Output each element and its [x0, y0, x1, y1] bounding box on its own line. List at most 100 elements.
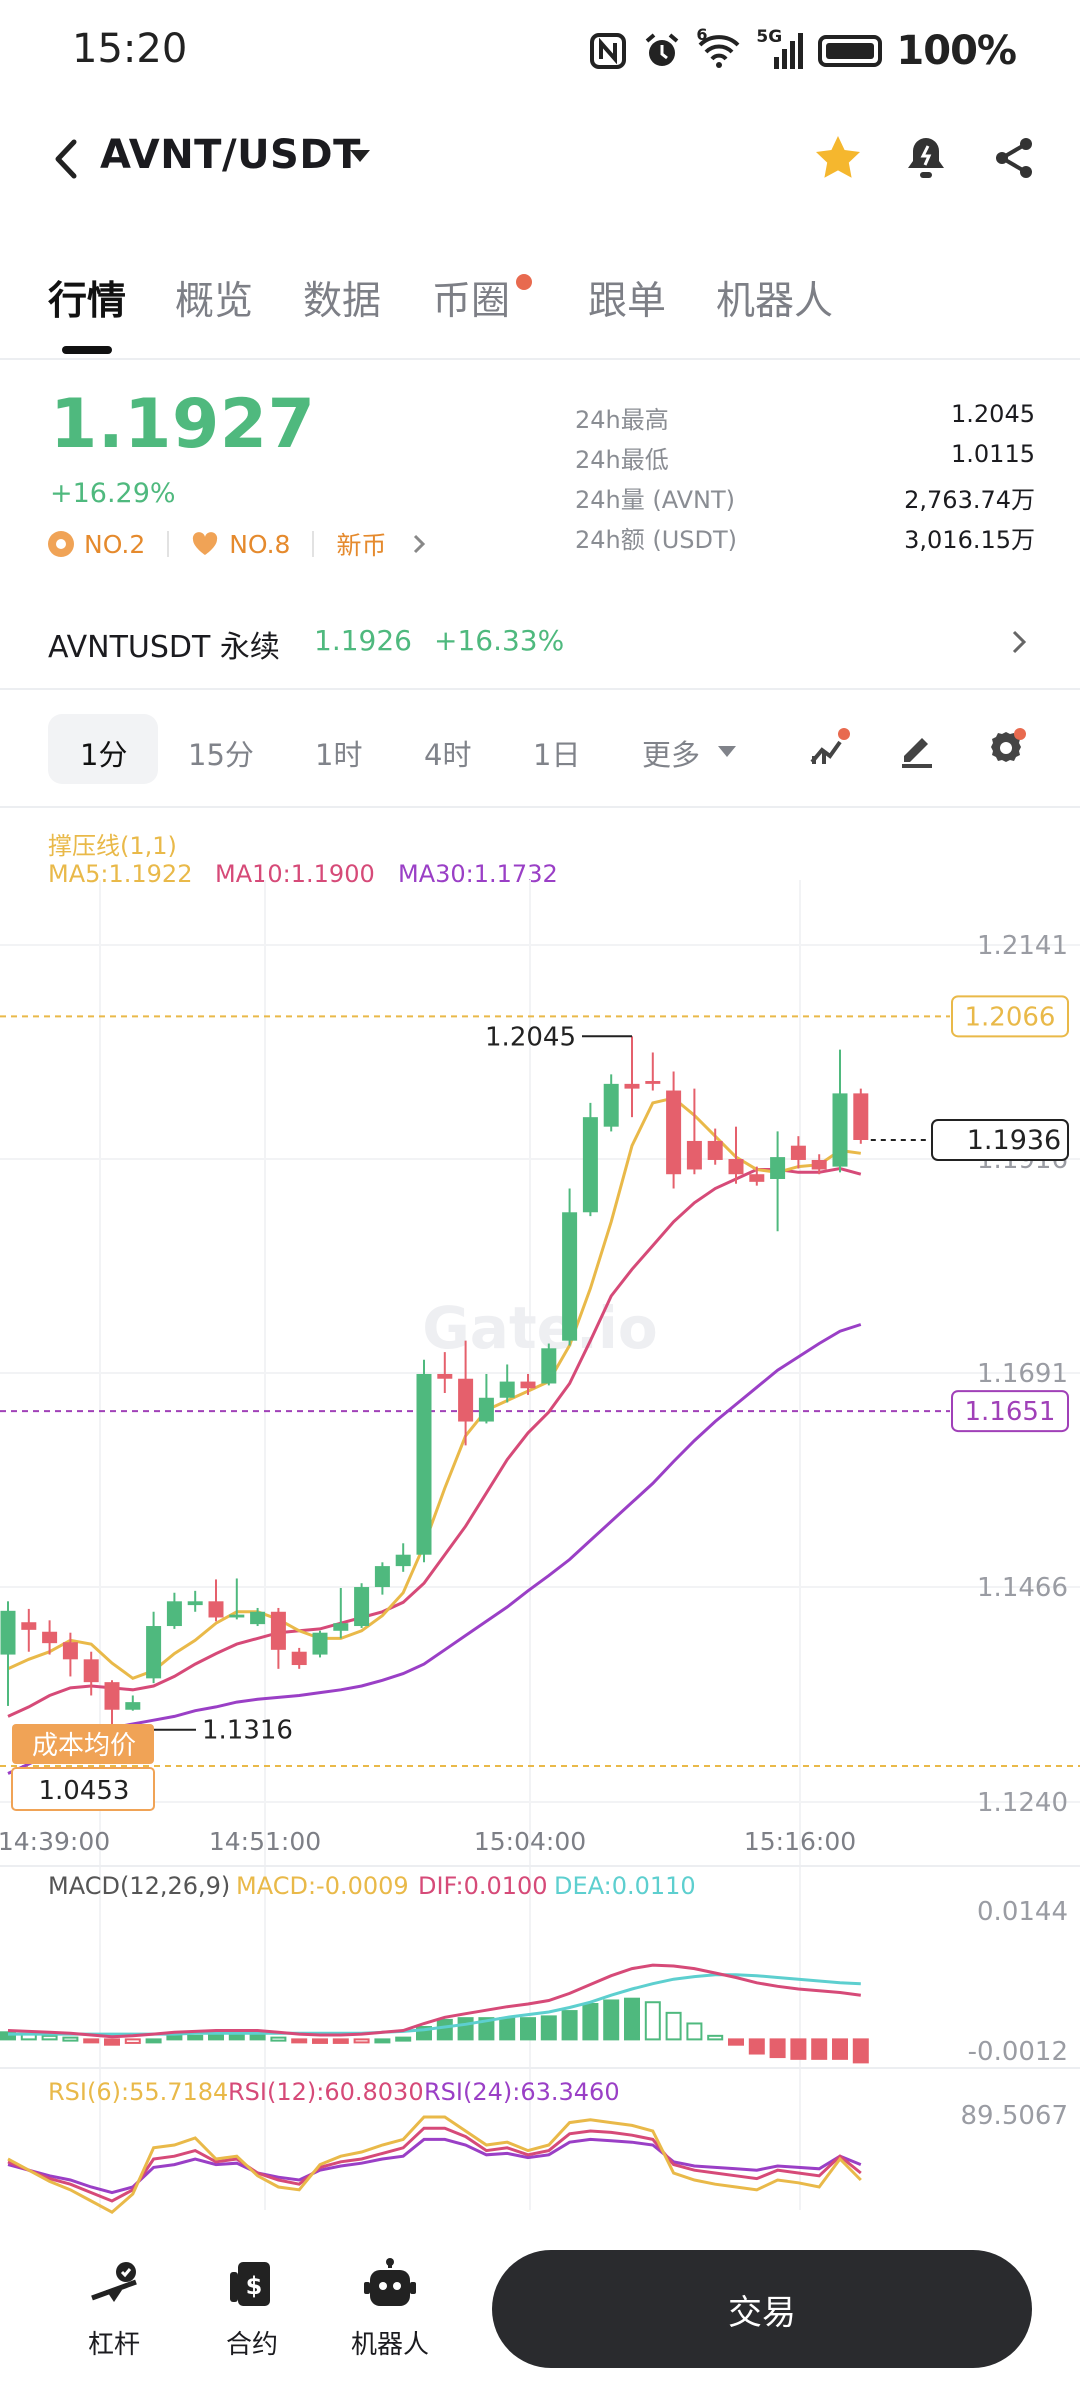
candle-body	[811, 1159, 827, 1170]
nav-label: 合约	[225, 2330, 278, 2360]
candle-body	[790, 1145, 806, 1160]
last-price: 1.1927	[50, 385, 316, 464]
timeframe-1m[interactable]: 1分	[80, 738, 128, 772]
signal-5g-icon: 5G	[756, 27, 804, 71]
candle-body	[645, 1081, 661, 1084]
rank-badge-2[interactable]: NO.8	[191, 530, 290, 559]
stat-label: 24h额 (USDT)	[575, 526, 738, 554]
cost-badge	[12, 1724, 154, 1764]
share-icon[interactable]	[986, 130, 1042, 186]
price-alert-bell-icon[interactable]	[898, 130, 954, 186]
candle-body	[229, 1614, 245, 1618]
rsi-tick-label: 89.5067	[960, 2101, 1068, 2131]
pair-title[interactable]: AVNT/USDT	[100, 132, 361, 178]
x-tick-label: 14:39:00	[0, 1827, 110, 1856]
macd-histogram-bar	[686, 2022, 703, 2041]
candle-body	[541, 1348, 557, 1384]
alarm-icon	[646, 33, 679, 66]
tab-data[interactable]: 数据	[303, 279, 382, 324]
nav-label: 杠杆	[87, 2330, 140, 2360]
status-time: 15:20	[72, 26, 188, 72]
drawing-pen-icon[interactable]	[896, 726, 940, 770]
candle-body	[291, 1651, 307, 1666]
stat-value: 1.0115	[951, 440, 1035, 468]
network-label: 5G	[756, 27, 783, 47]
tab-bar: 行情 概览 数据 币圈 跟单 机器人	[0, 260, 1080, 360]
macd-histogram-bar	[187, 2034, 204, 2041]
timeframe-4h[interactable]: 4时	[424, 738, 472, 772]
header: AVNT/USDT	[0, 120, 1080, 200]
current-price-label: 1.1936	[967, 1125, 1061, 1156]
y-tick-label: 1.1691	[977, 1359, 1068, 1389]
sr-line-legend: 撑压线(1,1)	[48, 832, 177, 860]
trade-button[interactable]: 交易	[492, 2250, 1032, 2368]
new-coin-badge[interactable]: 新币	[336, 526, 428, 562]
divider	[0, 806, 1080, 808]
settings-gear-icon[interactable]	[984, 726, 1028, 770]
macd-histogram-bar	[769, 2038, 786, 2059]
tab-overview[interactable]: 概览	[175, 279, 254, 324]
macd-histogram-bar	[790, 2038, 807, 2060]
wifi-icon: 6	[696, 25, 742, 71]
perpetual-row[interactable]: AVNTUSDT 永续 1.1926 +16.33%	[0, 600, 1080, 680]
macd-histogram-bar	[395, 2036, 412, 2042]
resistance-label: 1.2066	[965, 1002, 1056, 1032]
perpetual-change: +16.33%	[434, 624, 565, 657]
watermark-text: Gate.io	[422, 1294, 658, 1362]
star-icon[interactable]	[810, 130, 866, 186]
ma30-line	[7, 1323, 862, 1775]
rsi12-legend: RSI(12):60.8030	[228, 2078, 424, 2106]
pair-dropdown-icon[interactable]	[350, 150, 370, 162]
candle-body	[458, 1378, 474, 1422]
stat-row: 24h最高 1.2045	[575, 400, 1035, 440]
ma5-line	[7, 1096, 862, 1680]
nav-contract[interactable]: $ 合约	[202, 2258, 302, 2361]
timeframe-more[interactable]: 更多	[642, 738, 701, 772]
x-tick-label: 14:51:00	[209, 1827, 321, 1856]
svg-text:$: $	[246, 2272, 263, 2300]
macd-histogram-bar	[644, 2001, 661, 2041]
chevron-right-icon	[1012, 630, 1027, 654]
tab-community-dot	[516, 274, 532, 290]
tab-bots[interactable]: 机器人	[716, 279, 834, 324]
candle-body	[728, 1159, 744, 1175]
stat-value: 3,016.15万	[904, 526, 1035, 554]
nav-leverage[interactable]: 杠杆	[64, 2258, 164, 2361]
kline-chart[interactable]: Gate.io1.21411.19161.16911.14661.12401.2…	[0, 800, 1080, 2220]
macd-tick-label: -0.0012	[968, 2037, 1068, 2067]
support-label: 1.1651	[965, 1397, 1056, 1427]
back-arrow-icon[interactable]	[48, 134, 84, 184]
macd-histogram-bar	[208, 2033, 224, 2041]
rank-badge-1[interactable]: NO.2	[48, 530, 145, 559]
badges-row[interactable]: NO.2 NO.8 新币	[48, 526, 428, 562]
stat-value: 1.2045	[951, 400, 1035, 428]
indicator-icon[interactable]	[808, 726, 852, 770]
timeframe-1d[interactable]: 1日	[533, 738, 581, 772]
perpetual-name: AVNTUSDT 永续	[48, 630, 280, 665]
timeframe-bar: 1分 15分 1时 4时 1日 更多	[0, 700, 1080, 800]
nav-robot[interactable]: 机器人	[340, 2258, 440, 2361]
candle-body	[104, 1682, 120, 1710]
dea-line	[8, 1973, 861, 2036]
candle-body	[21, 1622, 37, 1630]
support-label-box	[951, 1390, 1069, 1433]
candle-body	[395, 1554, 411, 1567]
candle-body	[707, 1140, 723, 1160]
timeframe-1h[interactable]: 1时	[315, 738, 363, 772]
macd-histogram-bar	[104, 2038, 120, 2046]
tab-market[interactable]: 行情	[48, 279, 127, 324]
tab-copy-trading[interactable]: 跟单	[588, 279, 667, 324]
high-label: 1.2045	[485, 1022, 576, 1052]
macd-histogram-bar	[832, 2038, 848, 2060]
candle-body	[208, 1601, 224, 1618]
tab-community[interactable]: 币圈	[432, 279, 511, 324]
macd-histogram-bar	[811, 2038, 828, 2060]
candle-body	[770, 1157, 786, 1179]
candle-body	[62, 1642, 78, 1660]
timeframe-15m[interactable]: 15分	[188, 738, 254, 772]
timeframe-active-bg	[48, 714, 158, 784]
macd-histogram-bar	[748, 2038, 765, 2055]
status-bar: 15:20 6 5G 100%	[0, 0, 1080, 100]
stat-label: 24h最高	[575, 406, 669, 434]
robot-icon	[364, 2258, 416, 2306]
